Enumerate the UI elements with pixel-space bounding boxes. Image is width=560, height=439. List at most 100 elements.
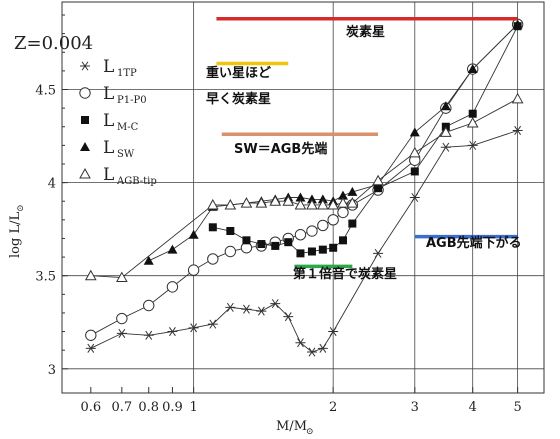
data-point [188, 323, 199, 333]
data-point [512, 125, 523, 136]
data-point [327, 214, 339, 226]
data-point [409, 192, 420, 203]
series-line [212, 25, 519, 254]
annotation-text: 重い星ほど [206, 65, 271, 81]
data-point [317, 219, 329, 232]
x-tick-label: 0.6 [80, 400, 101, 415]
data-point [512, 19, 523, 29]
plot-border [61, 1, 545, 394]
x-tick-label: 2 [329, 400, 337, 415]
data-point [143, 330, 154, 340]
data-point [408, 146, 421, 158]
data-point [242, 236, 251, 245]
data-point [255, 197, 268, 208]
data-point [225, 302, 236, 312]
x-tick-label: 5 [513, 400, 521, 415]
annotation-text: AGB先端下がる [426, 235, 522, 251]
y-axis-label: log L/L [8, 212, 23, 258]
data-point [372, 174, 384, 186]
data-point [337, 197, 349, 208]
data-point [85, 329, 97, 341]
data-point [306, 198, 318, 210]
annotation-3: AGB先端下がる [414, 234, 522, 251]
x-tick-label: 3 [411, 400, 419, 415]
series-1tp [85, 125, 523, 357]
data-point [257, 240, 266, 249]
x-tick-label: 0.9 [162, 400, 183, 415]
x-axis-title: M/M ⊙ [276, 419, 314, 437]
data-point [284, 238, 293, 247]
data-point [143, 255, 154, 265]
x-tick-label: 4 [469, 400, 477, 415]
annotation-4: 第１倍音で炭素星 [293, 264, 397, 282]
data-point [440, 142, 451, 152]
data-point [327, 198, 340, 210]
data-point [439, 126, 452, 137]
data-point [270, 299, 281, 309]
legend-marker [80, 61, 90, 71]
plot-frame [61, 1, 545, 394]
data-point [296, 249, 305, 258]
data-point [84, 269, 97, 281]
legend-marker [80, 142, 90, 151]
data-point [409, 127, 420, 137]
y-tick-label: 4 [48, 177, 56, 192]
y-axis-label-sub: ⊙ [16, 204, 26, 212]
data-point [116, 312, 128, 325]
legend-sub: P1-P0 [117, 95, 147, 106]
y-tick-label: 3 [48, 363, 56, 378]
data-point [347, 186, 358, 196]
data-point [307, 247, 316, 256]
legend-name: L [103, 138, 114, 158]
data-point [226, 227, 235, 236]
data-point [294, 198, 307, 210]
data-point [167, 327, 178, 337]
x-axis-label: M/M [276, 419, 307, 434]
data-point [188, 229, 199, 239]
annotation-text-2: 早く炭素星 [206, 91, 271, 107]
data-point [115, 271, 128, 283]
data-point [306, 347, 317, 357]
series-agb-tip [84, 92, 524, 283]
series-layer [84, 18, 524, 357]
x-tick-label: 1 [189, 400, 197, 415]
annotation-2: SW＝AGB先端 [221, 132, 379, 157]
data-point [373, 248, 384, 258]
data-point [224, 245, 237, 258]
data-point [338, 236, 347, 245]
legend-marker [79, 167, 91, 179]
annotation-0: 炭素星 [216, 17, 518, 40]
x-tick-label: 0.8 [138, 400, 159, 415]
data-point [206, 198, 219, 210]
data-point [348, 219, 357, 228]
data-point [317, 343, 328, 353]
y-tick-label: 4.5 [35, 84, 56, 99]
data-point [306, 225, 318, 237]
data-point [468, 109, 477, 118]
data-point [143, 299, 155, 312]
x-axis-ticks: 0.6 0.7 0.8 0.9 1 2 3 4 5 [80, 387, 522, 415]
legend-name: L [103, 165, 114, 185]
legend-sub: M-C [117, 122, 139, 133]
series-m-c [208, 22, 522, 258]
y-tick-label: 3.5 [35, 270, 56, 285]
x-tick-label: 0.7 [111, 400, 132, 415]
y-axis-title: log L/L ⊙ [8, 204, 26, 258]
legend-sub: 1TP [117, 68, 137, 79]
data-point [328, 327, 339, 337]
data-point [467, 140, 478, 150]
data-point [240, 197, 253, 208]
legend-sub: AGB-tip [116, 176, 157, 187]
data-point [207, 319, 218, 329]
legend-name: L [103, 111, 114, 131]
legend-sub: SW [117, 149, 135, 160]
data-point [167, 244, 178, 254]
data-point [241, 304, 252, 314]
data-point [85, 343, 96, 353]
data-point [271, 241, 280, 250]
annotation-text: 第１倍音で炭素星 [293, 266, 397, 282]
